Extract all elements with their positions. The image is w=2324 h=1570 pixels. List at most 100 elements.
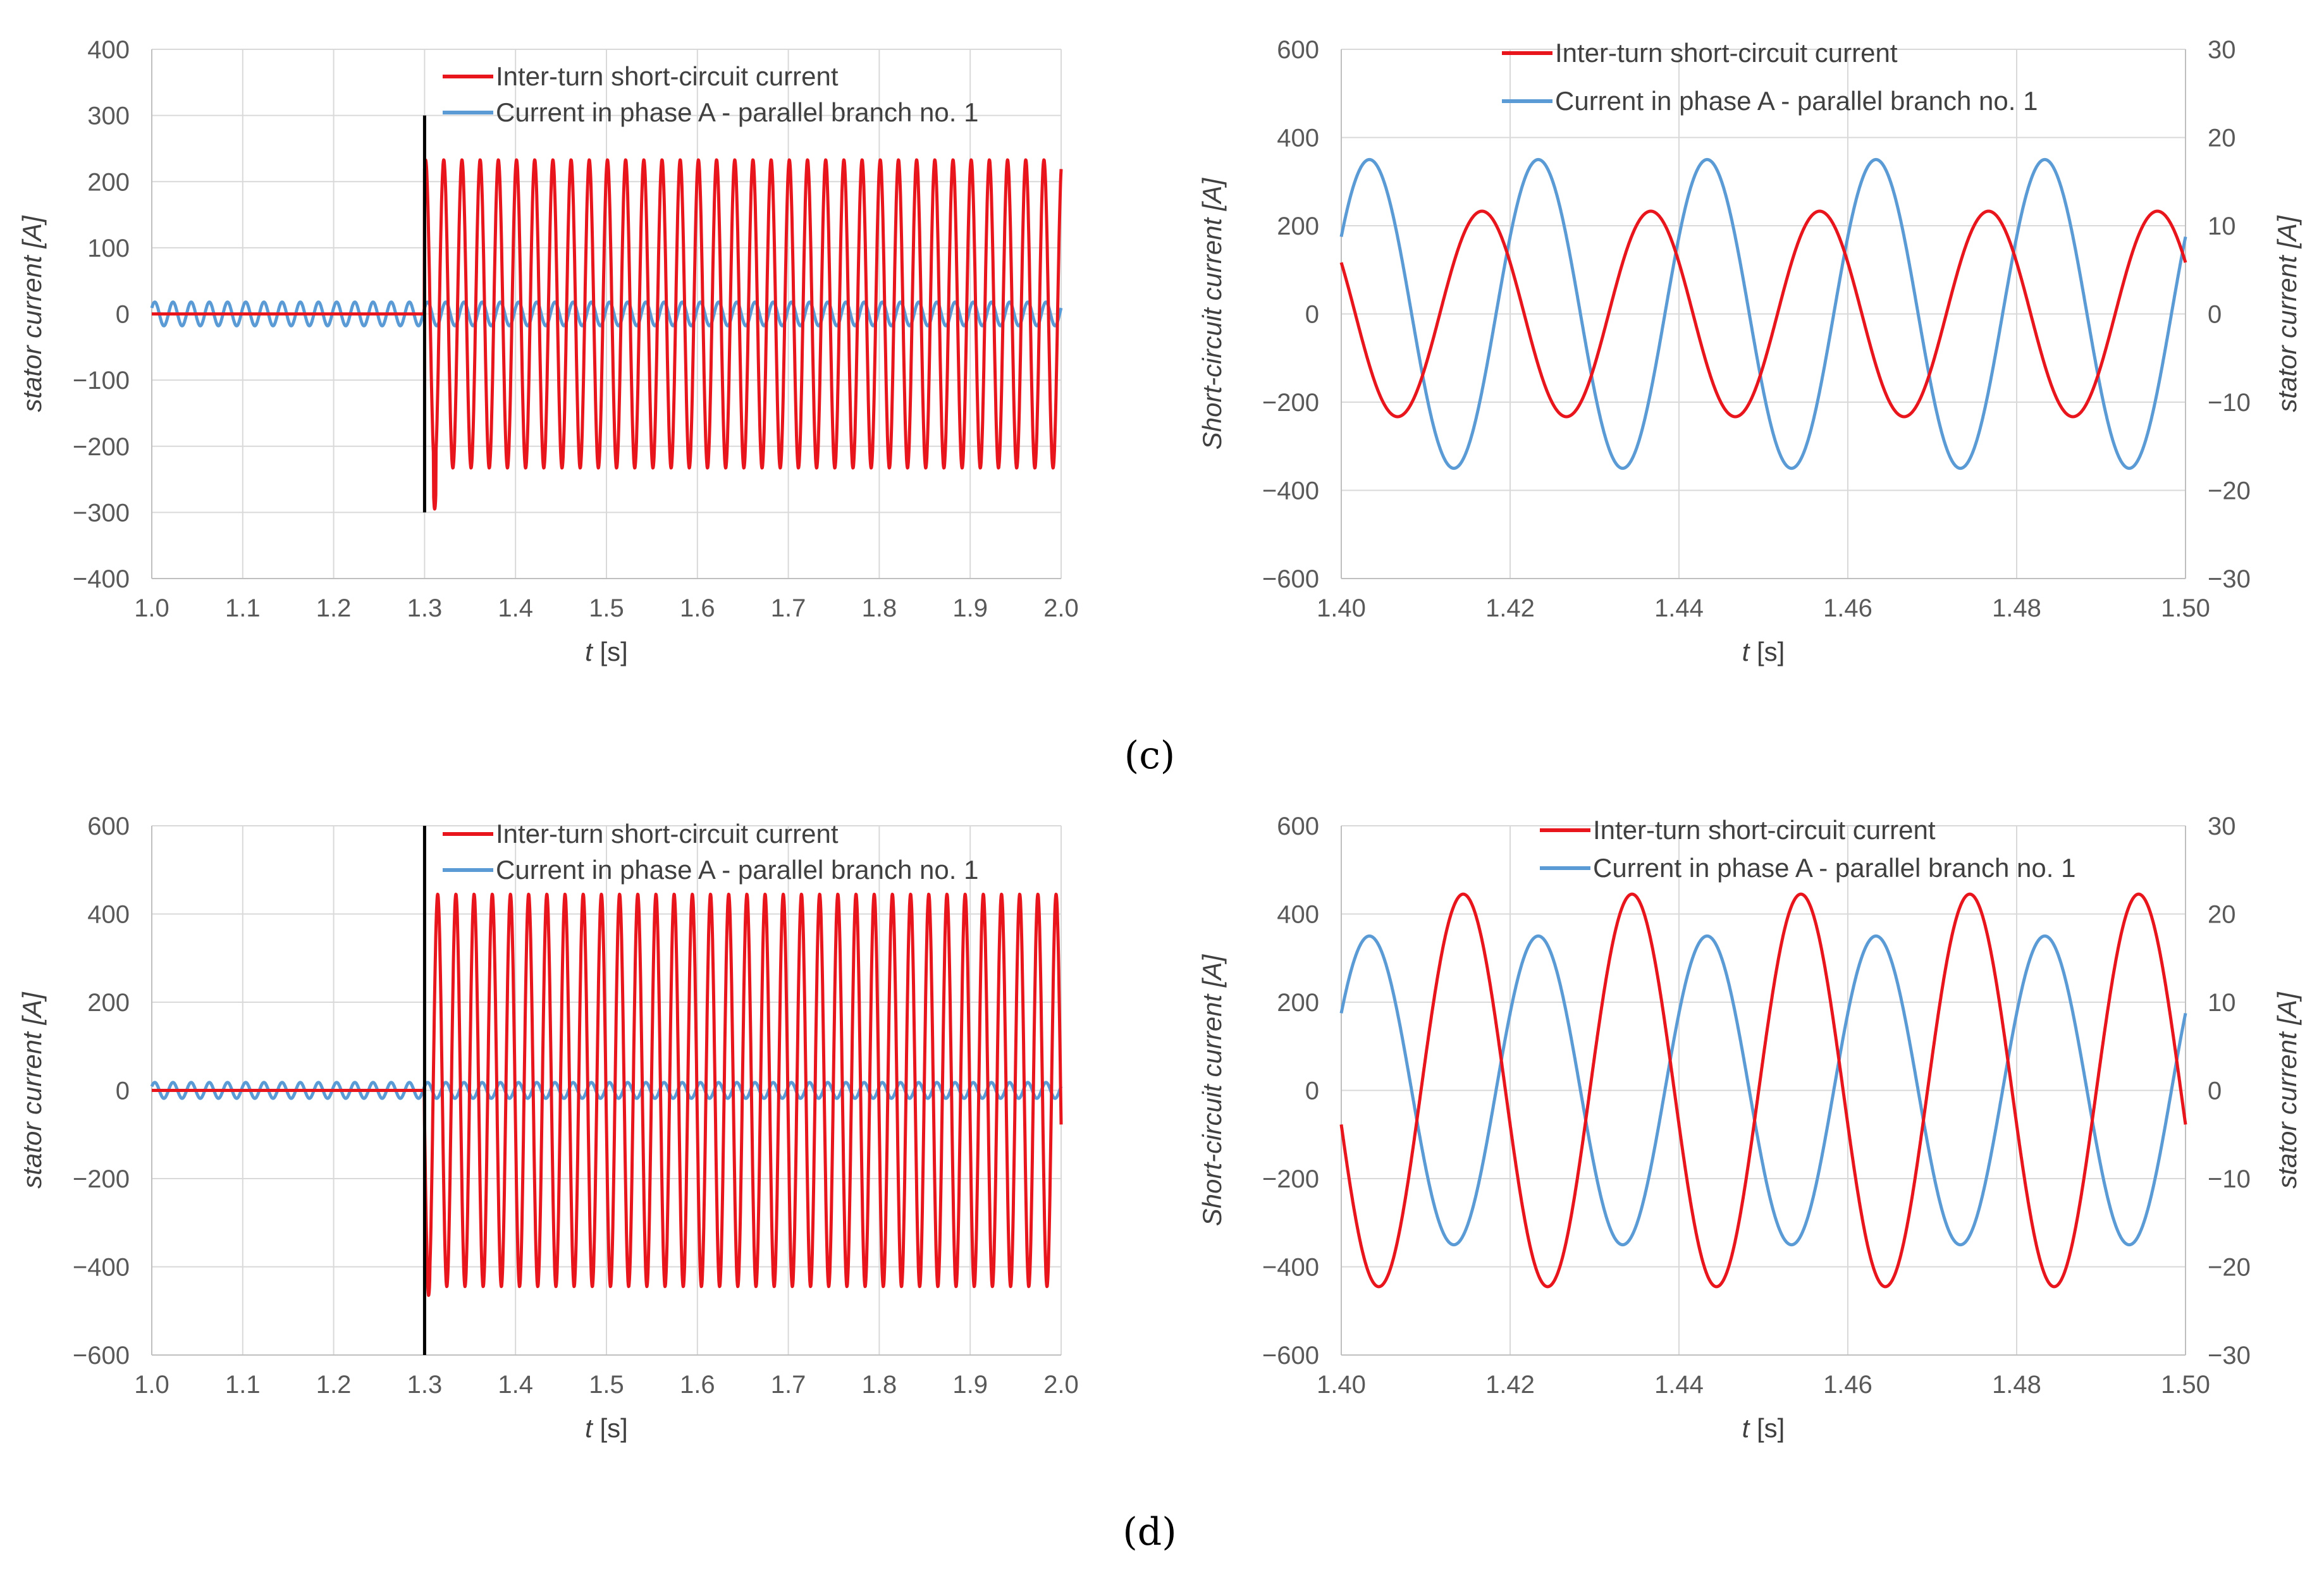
chart-3: 1.0 1.1 1.2 1.3 1.4 1.5 1.6 1.7 1.8 1.9 2.0 600 400 2…: [17, 813, 1079, 1443]
legend-label: Inter-turn short-circuit current: [1593, 815, 1936, 845]
x-tick-label: 1.46: [1823, 594, 1872, 622]
legend-label: Current in phase A - parallel branch no.…: [496, 855, 978, 885]
x-tick-label: 2.0: [1043, 594, 1079, 622]
y-tick-label: −600: [1262, 565, 1319, 593]
y-tick-label: 600: [87, 813, 130, 840]
y2-axis-title: stator current [A]: [2272, 215, 2302, 412]
y2-tick-label: −20: [2208, 477, 2251, 505]
x-tick-label: 1.7: [771, 1371, 806, 1399]
y-tick-label: 600: [1277, 813, 1319, 840]
y-tick-label: −400: [1262, 477, 1319, 505]
x-tick-label: 1.4: [498, 1371, 533, 1399]
legend-label: Inter-turn short-circuit current: [496, 61, 839, 91]
x-tick-label: 1.1: [225, 594, 261, 622]
x-tick-label: 1.48: [1992, 594, 2041, 622]
y2-tick-label: −30: [2208, 1342, 2251, 1370]
y-tick-label: −100: [73, 367, 130, 395]
x-tick-label: 1.40: [1317, 594, 1366, 622]
x-axis-title: t [s]: [1742, 1413, 1785, 1443]
x-tick-label: 1.5: [589, 594, 624, 622]
legend-label: Inter-turn short-circuit current: [1555, 38, 1898, 68]
y-tick-label: 200: [1277, 212, 1319, 240]
y-tick-label: 400: [1277, 901, 1319, 929]
x-tick-label: 1.46: [1823, 1371, 1872, 1399]
y2-tick-label: 0: [2208, 301, 2222, 329]
y-axis-title: Short-circuit current [A]: [1197, 177, 1227, 450]
y-tick-label: 200: [87, 989, 130, 1017]
y-tick-label: 0: [1305, 1077, 1319, 1105]
y-axis-title: stator current [A]: [17, 991, 47, 1189]
y2-tick-label: −10: [2208, 389, 2251, 417]
x-tick-label: 1.50: [2161, 594, 2210, 622]
x-tick-label: 1.5: [589, 1371, 624, 1399]
x-tick-label: 1.50: [2161, 1371, 2210, 1399]
x-tick-label: 1.3: [407, 594, 443, 622]
y-tick-label: 400: [87, 36, 130, 64]
y-tick-label: −300: [73, 499, 130, 527]
y-tick-label: 0: [116, 301, 130, 329]
x-tick-label: 1.2: [316, 1371, 352, 1399]
y2-tick-label: −10: [2208, 1165, 2251, 1193]
legend-label: Inter-turn short-circuit current: [496, 819, 839, 849]
series-line-short-circuit: [1339, 892, 2187, 1289]
y-axis-title: Short-circuit current [A]: [1197, 954, 1227, 1226]
x-tick-label: 1.40: [1317, 1371, 1366, 1399]
y-tick-label: 0: [1305, 301, 1319, 329]
series-line-short-circuit: [151, 158, 1063, 511]
y2-tick-label: 10: [2208, 989, 2236, 1017]
chart-1: 1.0 1.1 1.2 1.3 1.4 1.5 1.6 1.7 1.8 1.9 2.0 400 300 2…: [17, 36, 1079, 666]
legend-label: Current in phase A - parallel branch no.…: [1593, 853, 2075, 883]
y2-tick-label: 20: [2208, 901, 2236, 929]
y2-tick-label: 30: [2208, 36, 2236, 64]
y-tick-label: 400: [1277, 125, 1319, 152]
y2-axis-title: stator current [A]: [2272, 991, 2302, 1189]
x-tick-label: 1.2: [316, 594, 352, 622]
y-tick-label: −200: [73, 433, 130, 461]
x-tick-label: 1.6: [680, 594, 715, 622]
y-tick-label: −600: [1262, 1342, 1319, 1370]
x-axis-title: t [s]: [585, 637, 628, 666]
y2-tick-label: 10: [2208, 212, 2236, 240]
legend-label: Current in phase A - parallel branch no.…: [496, 97, 978, 127]
y-tick-label: −400: [73, 1254, 130, 1282]
panel-label-d: (d): [1122, 1510, 1176, 1554]
chart-2: 1.40 1.42 1.44 1.46 1.48 1.506004002000−200−4…: [1197, 36, 2302, 666]
series-line-phase-a: [1339, 934, 2187, 1247]
y2-tick-label: 20: [2208, 125, 2236, 152]
x-tick-label: 1.9: [952, 594, 988, 622]
x-tick-label: 1.44: [1654, 1371, 1704, 1399]
y-tick-label: 600: [1277, 36, 1319, 64]
y2-tick-label: −30: [2208, 565, 2251, 593]
y-tick-label: 400: [87, 901, 130, 929]
y-tick-label: −200: [1262, 389, 1319, 417]
x-tick-label: 1.0: [134, 1371, 169, 1399]
x-tick-label: 1.6: [680, 1371, 715, 1399]
x-tick-label: 1.42: [1485, 1371, 1535, 1399]
y-axis-title: stator current [A]: [17, 215, 47, 412]
x-axis-title: t [s]: [1742, 637, 1785, 666]
y-tick-label: −600: [73, 1342, 130, 1370]
y2-tick-label: 0: [2208, 1077, 2222, 1105]
x-axis-title: t [s]: [585, 1413, 628, 1443]
series-line-phase-a: [150, 300, 1063, 328]
x-tick-label: 1.42: [1485, 594, 1535, 622]
y-tick-label: 100: [87, 235, 130, 262]
y-tick-label: 200: [1277, 989, 1319, 1017]
x-tick-label: 1.4: [498, 594, 533, 622]
series-line-short-circuit: [151, 892, 1063, 1297]
y2-tick-label: 30: [2208, 813, 2236, 840]
x-tick-label: 1.8: [862, 1371, 897, 1399]
x-tick-label: 1.9: [952, 1371, 988, 1399]
x-tick-label: 1.3: [407, 1371, 443, 1399]
y-tick-label: −200: [73, 1165, 130, 1193]
y-tick-label: −400: [1262, 1254, 1319, 1282]
x-tick-label: 1.48: [1992, 1371, 2041, 1399]
y-tick-label: 300: [87, 102, 130, 130]
y-tick-label: −200: [1262, 1165, 1319, 1193]
y-tick-label: −400: [73, 565, 130, 593]
y-tick-label: 200: [87, 168, 130, 196]
chart-4: 1.40 1.42 1.44 1.46 1.48 1.506004002000−200−4…: [1197, 813, 2302, 1443]
x-tick-label: 1.1: [225, 1371, 261, 1399]
y-tick-label: 0: [116, 1077, 130, 1105]
